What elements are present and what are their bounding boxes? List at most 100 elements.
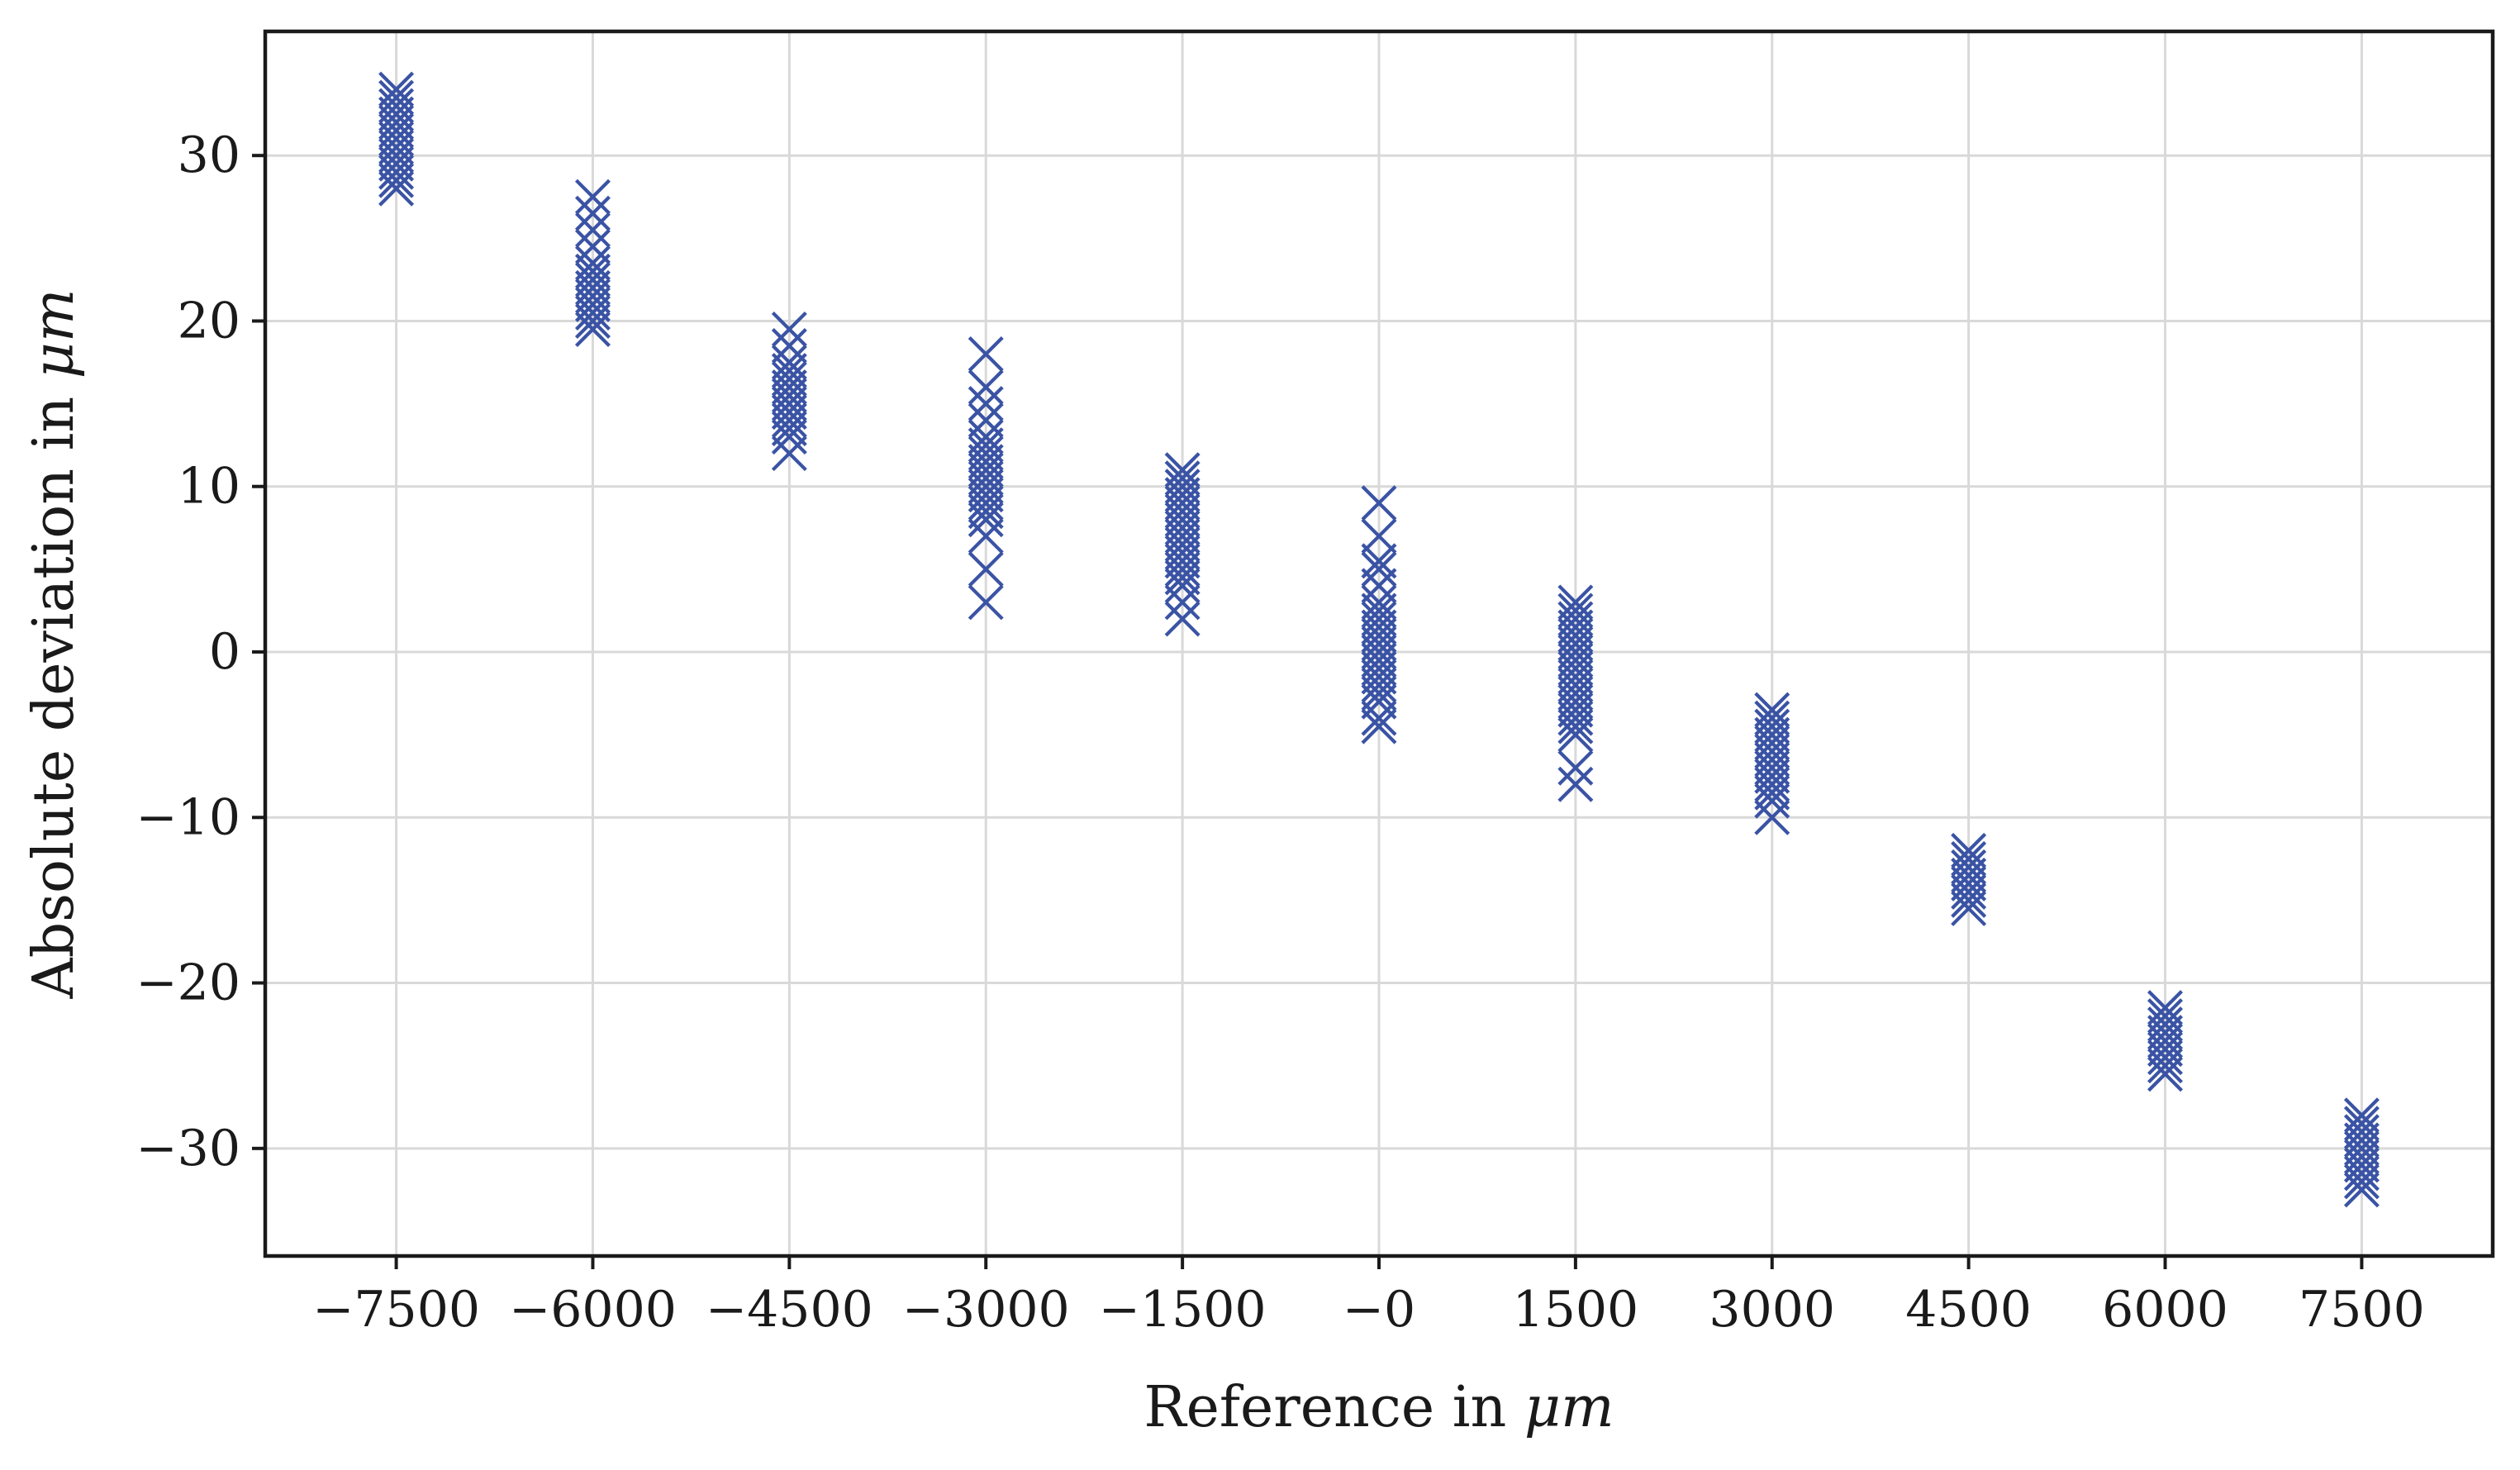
data-point <box>771 369 807 406</box>
data-point <box>1557 601 1594 637</box>
data-point <box>2343 1163 2380 1200</box>
x-tick-label: −6000 <box>509 1281 677 1339</box>
x-axis-label: Reference in μm <box>1144 1375 1614 1440</box>
data-point <box>574 294 611 331</box>
data-point <box>968 477 1004 513</box>
data-point <box>1557 700 1594 736</box>
data-point <box>2147 1039 2184 1076</box>
data-point <box>378 154 415 190</box>
data-point <box>1557 716 1594 753</box>
data-point <box>1557 617 1594 654</box>
data-point <box>1754 799 1790 835</box>
data-point <box>1164 502 1201 538</box>
data-point <box>378 170 415 207</box>
data-point <box>378 88 415 124</box>
data-point <box>968 460 1004 497</box>
data-point <box>378 71 415 107</box>
data-point <box>1754 749 1790 786</box>
data-point <box>1557 592 1594 629</box>
data-point <box>968 435 1004 472</box>
data-point <box>771 394 807 431</box>
data-point <box>574 228 611 264</box>
data-point <box>1361 609 1397 645</box>
data-point <box>1361 543 1397 579</box>
x-tick-label: 6000 <box>2102 1281 2228 1339</box>
data-point <box>574 286 611 322</box>
data-point <box>771 312 807 347</box>
data-point <box>1557 650 1594 687</box>
data-point <box>771 361 807 397</box>
x-tick-label: 3000 <box>1709 1281 1835 1339</box>
data-point <box>968 452 1004 488</box>
data-point <box>1361 659 1397 695</box>
data-point <box>574 261 611 297</box>
data-point <box>968 493 1004 530</box>
data-point <box>1361 626 1397 662</box>
data-point <box>1361 650 1397 687</box>
data-point <box>1361 700 1397 736</box>
data-point <box>378 137 415 174</box>
data-point <box>968 386 1004 422</box>
x-tick-label: 4500 <box>1905 1281 2032 1339</box>
data-point <box>1361 667 1397 703</box>
data-point <box>2147 1031 2184 1068</box>
data-point <box>1361 568 1397 604</box>
data-point <box>2343 1097 2380 1134</box>
data-point <box>574 212 611 248</box>
y-tick-label: −30 <box>136 1120 240 1177</box>
data-point <box>1164 485 1201 521</box>
data-point <box>1361 617 1397 654</box>
data-point <box>1754 766 1790 802</box>
data-point <box>1164 460 1201 497</box>
data-point <box>968 469 1004 505</box>
data-point <box>1557 634 1594 670</box>
x-tick-label: −3000 <box>902 1281 1070 1339</box>
data-point <box>1361 634 1397 670</box>
y-tick-label: −10 <box>136 788 240 846</box>
data-point <box>771 386 807 422</box>
x-tick-label: −1500 <box>1099 1281 1267 1339</box>
data-point <box>1754 725 1790 761</box>
data-point <box>1361 518 1397 554</box>
data-point <box>1361 601 1397 637</box>
data-point <box>1951 832 1987 868</box>
data-point <box>1754 758 1790 794</box>
data-point <box>1951 865 1987 902</box>
data-point <box>1951 849 1987 885</box>
data-point <box>378 96 415 132</box>
x-tick-label: 7500 <box>2299 1281 2425 1339</box>
data-point <box>1164 584 1201 621</box>
x-tick-label: 1500 <box>1513 1281 1639 1339</box>
data-point <box>378 112 415 149</box>
data-point <box>1164 601 1201 637</box>
data-point <box>968 518 1004 554</box>
data-point <box>2343 1172 2380 1208</box>
data-point <box>1557 609 1594 645</box>
data-point <box>1754 741 1790 778</box>
grid-lines <box>265 31 2493 1256</box>
y-tick-label: −20 <box>136 954 240 1012</box>
data-point <box>1361 683 1397 720</box>
data-point <box>1557 626 1594 662</box>
data-point <box>1164 559 1201 596</box>
data-point <box>2147 990 2184 1026</box>
data-point <box>2147 1056 2184 1092</box>
data-point <box>1361 485 1397 521</box>
data-point <box>1754 708 1790 745</box>
data-point <box>1557 642 1594 678</box>
data-point <box>1557 667 1594 703</box>
data-point <box>378 121 415 157</box>
data-point <box>1164 452 1201 488</box>
data-point <box>1951 890 1987 926</box>
data-point <box>1361 708 1397 745</box>
data-point <box>968 444 1004 480</box>
data-point <box>2343 1122 2380 1158</box>
data-point <box>968 584 1004 621</box>
data-point <box>1754 733 1790 769</box>
data-point <box>2147 1048 2184 1084</box>
data-point <box>771 419 807 455</box>
data-point <box>378 79 415 116</box>
data-point <box>1557 683 1594 720</box>
data-point <box>1557 584 1594 621</box>
data-point <box>1951 840 1987 877</box>
